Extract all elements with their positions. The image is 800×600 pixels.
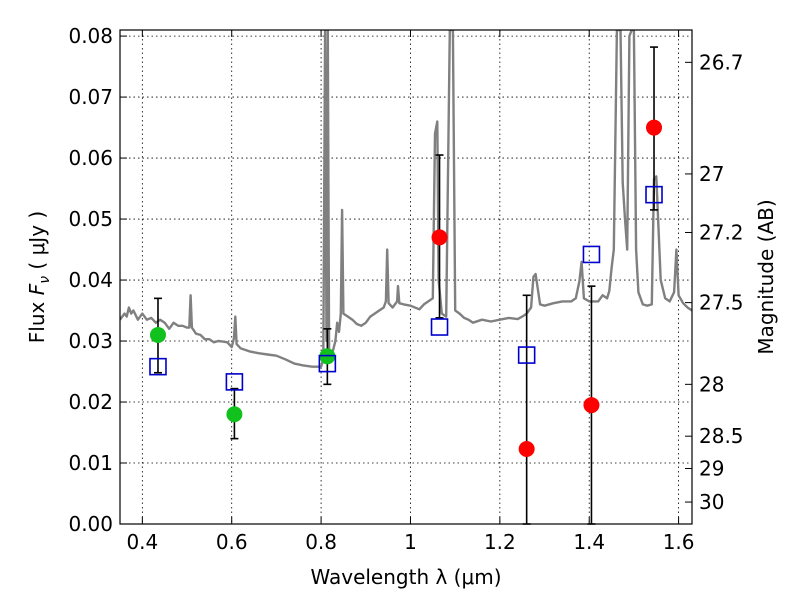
red-circle-point (431, 229, 448, 246)
red-circle-point (583, 397, 600, 414)
blue-square-point (582, 245, 601, 264)
green-circle-point (149, 326, 166, 343)
y-tick-label: 0.08 (68, 24, 113, 48)
blue-square-point (318, 354, 337, 373)
x-tick-label: 1.4 (573, 530, 605, 554)
x-tick-label: 1.2 (484, 530, 516, 554)
y-axis-title-prefix: Flux (25, 295, 49, 343)
right-tick-label: 27.2 (699, 220, 744, 244)
y-tick-label: 0.07 (68, 85, 113, 109)
red-circle-point (646, 119, 663, 136)
y-axis-title-suffix: ( μJy ) (25, 211, 49, 276)
y-tick-label: 0.00 (68, 512, 113, 536)
blue-square-point (517, 346, 536, 364)
right-tick-label: 30 (699, 490, 724, 514)
y-axis-title: Flux Fν ( μJy ) (25, 211, 53, 343)
y-tick-label: 0.04 (68, 268, 113, 292)
y-tick-label: 0.06 (68, 146, 113, 170)
x-tick-label: 1 (404, 530, 417, 554)
right-tick-label: 26.7 (699, 50, 744, 74)
red-circle-point (518, 440, 535, 457)
blue-square-point (430, 318, 449, 336)
x-tick-label: 0.4 (126, 530, 158, 554)
spectrum-layer (120, 30, 692, 368)
y-axis-title-symbol: F (25, 283, 49, 295)
spectrum-line (120, 30, 692, 368)
blue-square-point (645, 185, 663, 204)
x-axis-title: Wavelength λ (μm) (310, 565, 501, 589)
right-axis-title: Magnitude (AB) (754, 199, 778, 354)
blue-square-point (225, 373, 244, 391)
x-tick-label: 1.6 (663, 530, 695, 554)
right-tick-label: 28 (699, 372, 724, 396)
y-tick-label: 0.03 (68, 329, 113, 353)
y-tick-label: 0.01 (68, 451, 113, 475)
right-tick-label: 28.5 (699, 424, 744, 448)
blue-square-point (149, 357, 167, 376)
plot-frame (119, 29, 693, 525)
y-axis-title-subscript: ν (37, 276, 53, 284)
y-tick-label: 0.05 (68, 207, 113, 231)
axis-ticks: 0.4 0.6 0.8 1 1.2 1.4 1.6 0.00 0.01 0.02 0.03 0.04 0… (68, 24, 743, 554)
right-tick-label: 27 (699, 162, 724, 186)
green-circle-point (226, 406, 243, 423)
y-tick-label: 0.02 (68, 390, 113, 414)
right-tick-label: 27.5 (699, 291, 744, 315)
right-tick-label: 29 (699, 457, 724, 481)
x-tick-label: 0.6 (216, 530, 248, 554)
x-tick-label: 0.8 (305, 530, 337, 554)
